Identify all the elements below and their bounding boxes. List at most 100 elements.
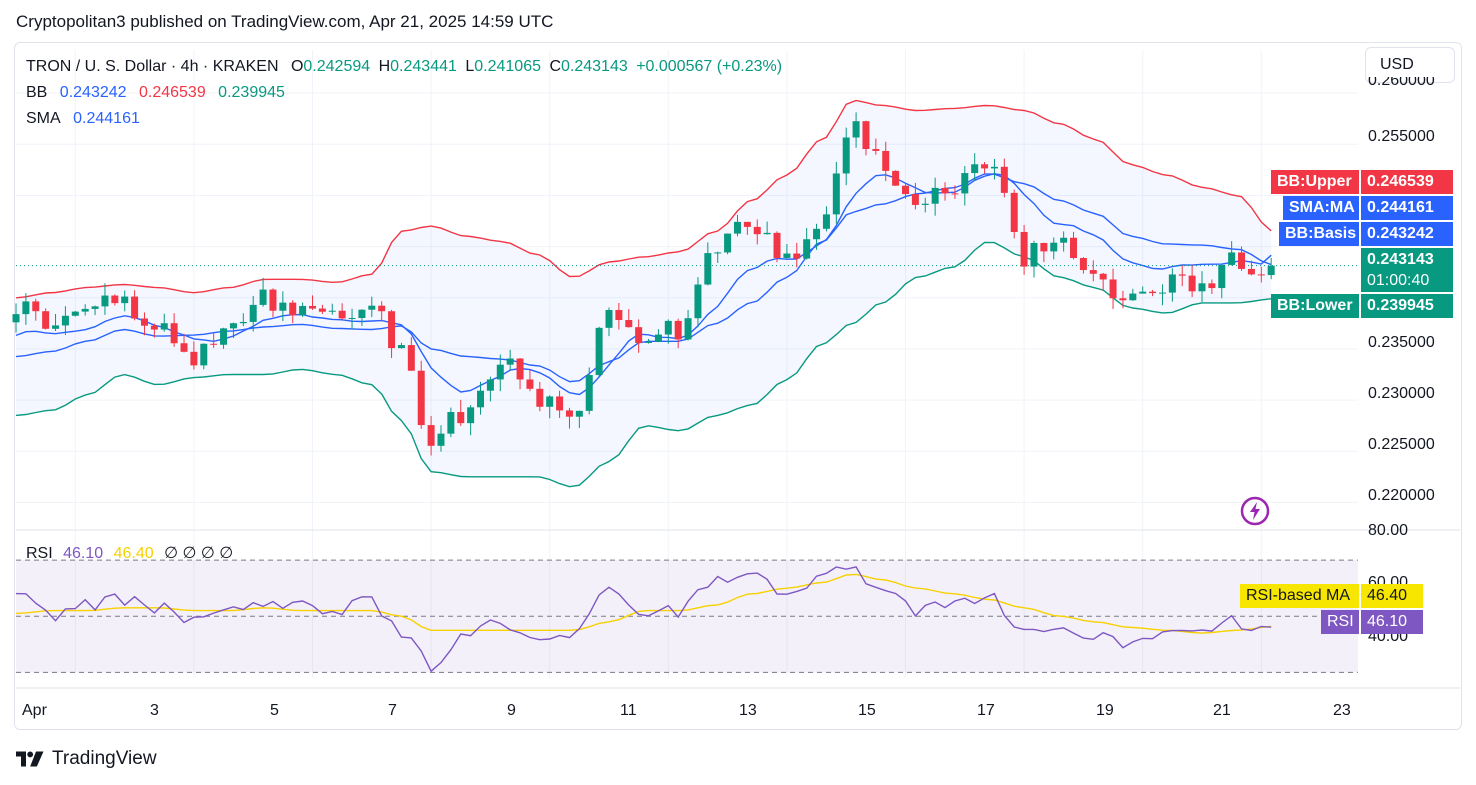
candle-up <box>1158 292 1166 294</box>
candle-down <box>1188 275 1196 292</box>
candle-down <box>111 295 119 304</box>
price-axis-label: 0.220000 <box>1368 487 1435 504</box>
bb-fill <box>16 100 1272 487</box>
rsi-label: RSI <box>26 545 53 562</box>
candle-down <box>1247 268 1255 275</box>
candle-up <box>664 320 672 335</box>
candle-down <box>1020 231 1028 267</box>
symbol-title[interactable]: TRON / U. S. Dollar · 4h · KRAKEN <box>26 58 279 75</box>
candle-down <box>1089 270 1097 274</box>
bb-lower-tag-name: BB:Lower <box>1271 294 1359 318</box>
high-label: H <box>378 58 391 75</box>
price-axis-label-cut: 0.260000 <box>1368 77 1435 89</box>
candle-up <box>546 396 554 407</box>
candle-up <box>931 187 939 204</box>
candle-down <box>318 308 326 312</box>
x-axis-label: 21 <box>1213 702 1231 719</box>
rsi-tag-value: 46.10 <box>1361 610 1423 634</box>
tradingview-brand[interactable]: TradingView <box>16 748 157 770</box>
rsi-line <box>15 566 1272 673</box>
candle-down <box>565 410 573 417</box>
candle-up <box>249 304 257 322</box>
candle-down <box>309 305 316 309</box>
candle-down <box>1208 283 1216 289</box>
candle-up <box>71 311 79 316</box>
candle-down <box>902 185 909 195</box>
candle-down <box>882 150 890 171</box>
candle-down <box>131 296 139 319</box>
rsi-ma-tag-value: 46.40 <box>1361 584 1423 608</box>
candle-up <box>220 328 228 345</box>
rsi-ma-legend-value: 46.40 <box>113 545 154 562</box>
candle-down <box>170 323 178 344</box>
candle-down <box>427 425 435 446</box>
candle-down <box>941 187 949 194</box>
candle-up <box>229 323 237 329</box>
bar-countdown: 01:00:40 <box>1367 272 1430 289</box>
low-label: L <box>465 58 475 75</box>
candle-up <box>1228 252 1236 265</box>
candle-up <box>1050 242 1058 252</box>
candle-up <box>91 306 99 309</box>
candle-down <box>516 358 524 380</box>
candle-up <box>160 323 168 330</box>
candle-down <box>1119 298 1127 301</box>
candle-down <box>526 379 534 389</box>
candle-up <box>654 334 662 342</box>
x-axis-label: 23 <box>1333 702 1351 719</box>
candle-up <box>12 314 20 323</box>
candle-up <box>348 317 356 319</box>
candle-up <box>200 343 208 366</box>
candle-down <box>793 253 801 259</box>
candle-down <box>378 305 386 312</box>
rsi-axis-label: 80.00 <box>1368 522 1409 536</box>
candle-up <box>971 164 979 174</box>
candle-up <box>605 310 613 328</box>
candle-down <box>625 320 633 328</box>
bb-basis-value: 0.243242 <box>59 84 127 101</box>
candle-down <box>872 149 880 151</box>
currency-button[interactable]: USD <box>1365 47 1455 83</box>
candle-up <box>259 289 267 305</box>
candle-down <box>1257 274 1265 276</box>
rsi-tag-name: RSI <box>1321 610 1359 634</box>
candle-down <box>1149 291 1157 294</box>
candle-down <box>773 232 781 258</box>
candle-down <box>615 310 623 321</box>
main-legend: TRON / U. S. Dollar · 4h · KRAKEN O0.242… <box>26 54 786 132</box>
candle-up <box>714 252 722 254</box>
x-axis-label: 7 <box>388 702 397 719</box>
candle-up <box>1060 237 1068 243</box>
x-axis-label: 19 <box>1096 702 1114 719</box>
candle-up <box>368 305 376 310</box>
publish-caption: Cryptopolitan3 published on TradingView.… <box>16 12 554 31</box>
candle-down <box>1040 242 1048 252</box>
candle-up <box>832 173 840 215</box>
candle-up <box>1129 293 1137 301</box>
brand-name: TradingView <box>52 748 157 769</box>
candle-up <box>397 345 405 349</box>
bb-upper-tag-name: BB:Upper <box>1271 170 1359 194</box>
candle-down <box>862 121 870 150</box>
candle-up <box>279 302 287 311</box>
candle-up <box>733 221 741 234</box>
candle-up <box>52 325 60 329</box>
bb-row[interactable]: BB 0.243242 0.246539 0.239945 <box>26 80 786 106</box>
candle-up <box>724 233 732 253</box>
price-axis-label: 0.255000 <box>1368 128 1435 145</box>
change-value: +0.000567 (+0.23%) <box>636 58 783 75</box>
sma-row[interactable]: SMA 0.244161 <box>26 106 786 132</box>
bb-lower-value: 0.239945 <box>218 84 285 101</box>
candle-down <box>951 193 959 195</box>
candle-down <box>210 343 218 345</box>
candle-up <box>684 318 692 340</box>
candle-down <box>753 226 761 235</box>
candle-down <box>635 327 643 343</box>
candle-up <box>704 253 712 285</box>
lightning-icon[interactable] <box>1240 496 1270 526</box>
rsi-legend[interactable]: RSI 46.10 46.40 ∅ ∅ ∅ ∅ <box>26 543 233 563</box>
high-value: 0.243441 <box>390 58 457 75</box>
candle-up <box>299 305 307 316</box>
price-axis-label: 0.225000 <box>1368 436 1435 453</box>
